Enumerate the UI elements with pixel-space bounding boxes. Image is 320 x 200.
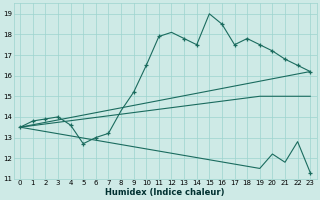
X-axis label: Humidex (Indice chaleur): Humidex (Indice chaleur) [106,188,225,197]
